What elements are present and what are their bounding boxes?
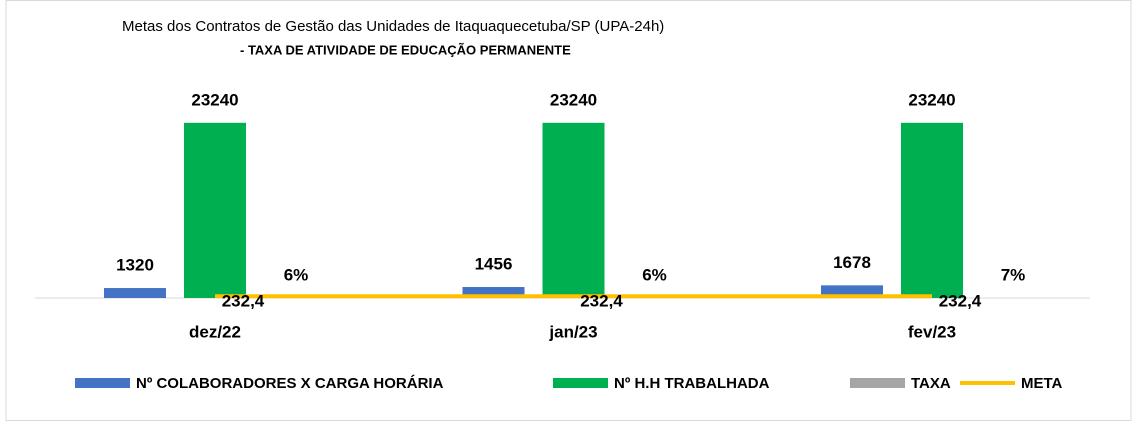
- data-label: 7%: [1001, 265, 1026, 284]
- data-label: 232,4: [580, 292, 623, 311]
- bar: [184, 123, 246, 298]
- legend-swatch: [850, 378, 905, 388]
- chart-subtitle: - TAXA DE ATIVIDADE DE EDUCAÇÃO PERMANEN…: [240, 42, 571, 57]
- data-label: 1320: [116, 256, 154, 275]
- data-label: 23240: [550, 90, 597, 109]
- legend-label: META: [1021, 375, 1063, 392]
- legend-swatch: [553, 378, 608, 388]
- data-label: 6%: [284, 265, 309, 284]
- legend-label: Nº H.H TRABALHADA: [614, 375, 770, 392]
- chart-title: Metas dos Contratos de Gestão das Unidad…: [122, 18, 664, 35]
- legend-swatch: [75, 378, 130, 388]
- data-label: 23240: [908, 90, 955, 109]
- legend-label: Nº COLABORADORES X CARGA HORÁRIA: [136, 375, 444, 392]
- data-label: 23240: [191, 90, 238, 109]
- x-tick-label: dez/22: [189, 322, 241, 341]
- legend-label: TAXA: [911, 375, 951, 392]
- bar: [901, 123, 963, 298]
- x-tick-label: jan/23: [548, 322, 597, 341]
- data-label: 232,4: [222, 292, 265, 311]
- x-tick-label: fev/23: [908, 322, 956, 341]
- data-label: 232,4: [939, 292, 982, 311]
- data-label: 1456: [475, 255, 513, 274]
- bar: [104, 288, 166, 298]
- bar: [543, 123, 605, 298]
- data-label: 1678: [833, 253, 871, 272]
- data-label: 6%: [642, 265, 667, 284]
